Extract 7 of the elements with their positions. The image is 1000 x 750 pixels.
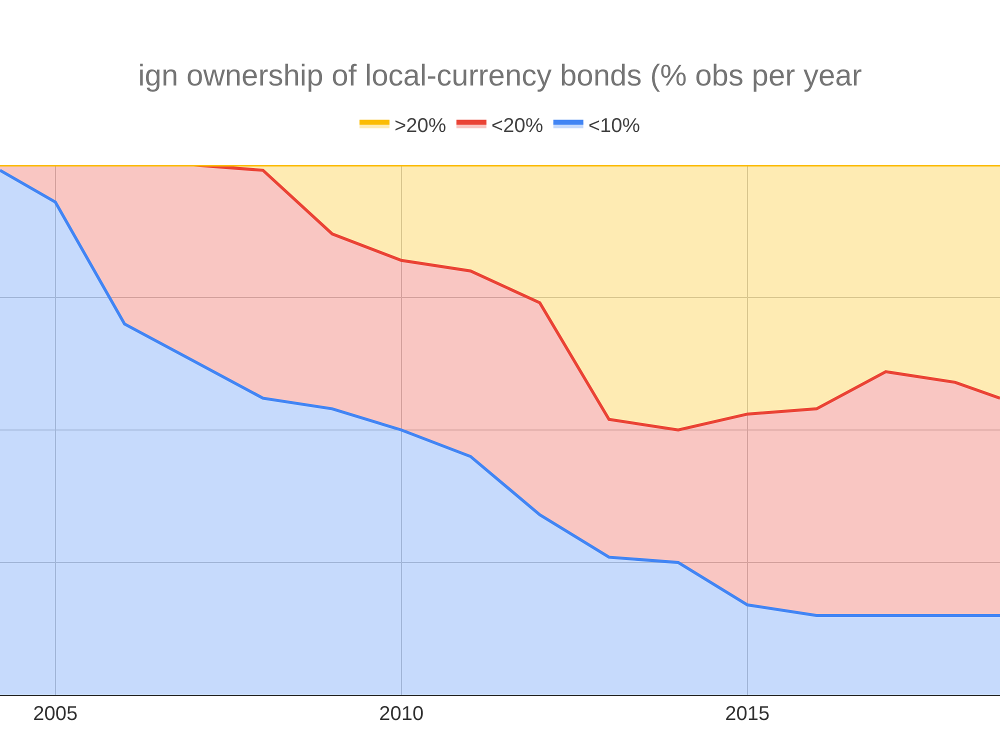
legend-label: <10% [588, 115, 640, 138]
legend-label: <20% [491, 115, 544, 138]
x-tick-label: 2010 [379, 703, 424, 725]
x-tick-label: 2005 [33, 703, 78, 725]
x-tick-label: 2015 [725, 703, 770, 725]
legend-label: >20% [394, 115, 446, 138]
chart-title: ign ownership of local-currency bonds (% obs per year [138, 60, 862, 92]
